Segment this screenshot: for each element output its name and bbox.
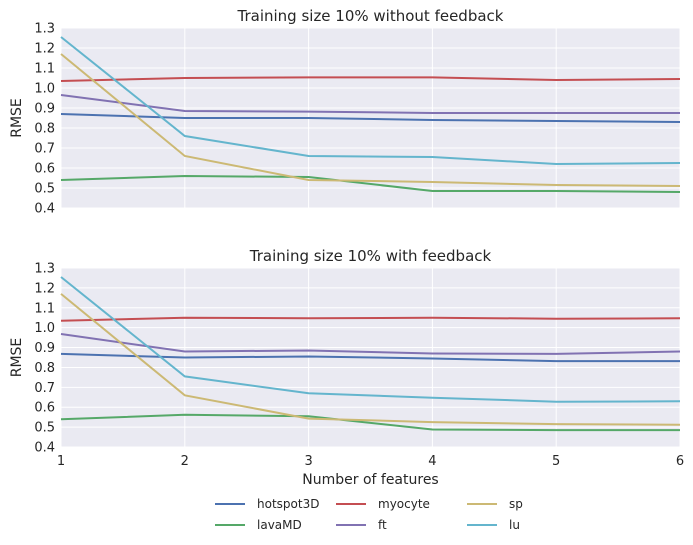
x-axis-label: Number of features [302, 472, 438, 488]
y-tick-label: 1.2 [34, 42, 55, 57]
legend-item: lavaMD [215, 517, 336, 533]
series-line-lavamd [60, 413, 680, 432]
y-axis-label: RMSE [9, 98, 25, 138]
legend-swatch [467, 524, 497, 526]
y-tick-label: 1.2 [34, 281, 55, 296]
chart-panel-with-feedback: 0.4 0.5 0.6 0.7 0.8 0.9 1.0 1.1 1.2 1.3 1 2 3 4 5 6 Trai… [9, 247, 684, 488]
y-tick-label: 0.7 [34, 381, 55, 396]
series-line-sp [60, 53, 681, 187]
series-line-lu [60, 276, 681, 403]
y-tick-label: 0.5 [34, 182, 55, 197]
x-tick-label: 2 [181, 454, 189, 469]
chart-title: Training size 10% with feedback [249, 247, 492, 265]
chart-panel-without-feedback: 0.4 0.5 0.6 0.7 0.8 0.9 1.0 1.1 1.2 1.3 Training s… [9, 7, 681, 217]
series-line-ft [60, 94, 680, 114]
legend-label: hotspot3D [257, 497, 320, 511]
y-tick-label: 0.8 [34, 122, 55, 137]
x-tick-label: 3 [304, 454, 312, 469]
y-tick-label: 0.9 [34, 341, 55, 356]
legend-item: lu [467, 517, 535, 533]
series-line-myocyte [60, 76, 681, 82]
legend-label: lu [509, 518, 520, 532]
series-line-ft [60, 333, 681, 355]
series-line-hotspot3d [60, 352, 680, 363]
y-tick-label: 1.3 [34, 22, 55, 37]
legend-label: ft [378, 518, 387, 532]
legend-label: lavaMD [257, 518, 302, 532]
x-tick-label: 4 [428, 454, 436, 469]
y-tick-label: 1.0 [34, 321, 55, 336]
y-tick-label: 0.4 [34, 441, 55, 456]
legend-label: sp [509, 497, 523, 511]
legend-swatch [215, 524, 245, 526]
legend-label: myocyte [378, 497, 430, 511]
series-line-lu [60, 36, 681, 166]
y-tick-label: 1.1 [34, 301, 55, 316]
legend-item: ft [336, 517, 467, 533]
series-line-sp [60, 293, 681, 426]
y-tick-label: 0.8 [34, 361, 55, 376]
x-tick-label: 5 [552, 454, 560, 469]
legend-swatch [467, 503, 497, 505]
x-tick-label: 1 [57, 454, 65, 469]
y-tick-label: 0.7 [34, 142, 55, 157]
y-tick-label: 1.3 [34, 262, 55, 277]
legend-item: myocyte [336, 496, 467, 512]
legend-item: hotspot3D [215, 496, 336, 512]
y-axis-label: RMSE [9, 338, 25, 378]
y-tick-label: 0.5 [34, 421, 55, 436]
series-line-myocyte [60, 316, 681, 322]
legend: hotspot3D myocyte sp lavaMD ft lu [215, 496, 535, 533]
chart-title: Training size 10% without feedback [237, 7, 504, 25]
y-tick-label: 1.0 [34, 82, 55, 97]
series-line-hotspot3d [60, 113, 681, 123]
y-tick-label: 0.6 [34, 162, 55, 177]
y-tick-label: 0.4 [34, 202, 55, 217]
legend-swatch [336, 503, 366, 505]
y-tick-label: 0.9 [34, 102, 55, 117]
legend-swatch [215, 503, 245, 505]
series-line-lavamd [60, 174, 681, 193]
y-tick-label: 1.1 [34, 62, 55, 77]
legend-item: sp [467, 496, 535, 512]
y-tick-label: 0.6 [34, 401, 55, 416]
x-tick-label: 6 [676, 454, 684, 469]
legend-swatch [336, 524, 366, 526]
